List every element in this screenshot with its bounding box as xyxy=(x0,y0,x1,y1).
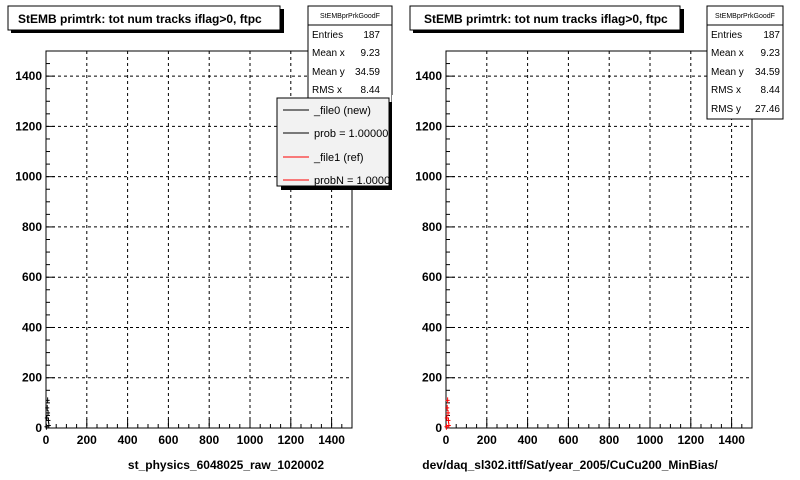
right-title-shadow xyxy=(680,9,684,33)
right-stats-value-0: 187 xyxy=(763,30,780,41)
left-y-tick-labels: 0 200 400 600 800 1000 1200 1400 xyxy=(15,69,42,435)
left-x-tick-labels: 0 200 400 600 800 1000 1200 1400 xyxy=(43,433,346,447)
right-x-tick-label: 1400 xyxy=(718,433,745,447)
right-stats-value-3: 8.44 xyxy=(761,85,781,96)
right-y-tick-labels: 0 200 400 600 800 1000 1200 1400 xyxy=(415,69,442,435)
right-y-tick-label: 600 xyxy=(422,270,442,284)
left-stats-value-1: 9.23 xyxy=(361,48,381,59)
left-chart-title: StEMB primtrk: tot num tracks iflag>0, f… xyxy=(18,12,262,26)
left-x-tick-label: 1200 xyxy=(277,433,304,447)
left-title-shadow-bottom xyxy=(11,30,283,33)
left-title-box xyxy=(7,5,281,31)
left-stats-value-3: 8.44 xyxy=(361,85,381,96)
right-x-tick-label: 200 xyxy=(477,433,497,447)
left-x-tick-label: 600 xyxy=(158,433,178,447)
right-series xyxy=(444,397,451,430)
right-y-tick-label: 800 xyxy=(422,220,442,234)
right-stats-name: StEMBprPrkGoodF xyxy=(715,13,775,20)
left-stats-value-2: 34.59 xyxy=(355,67,380,78)
right-stats-label-4: RMS y xyxy=(711,104,741,115)
left-y-tick-label: 1000 xyxy=(15,170,42,184)
left-y-tick-label: 800 xyxy=(22,220,42,234)
left-x-tick-label: 1400 xyxy=(318,433,345,447)
right-chart-title: StEMB primtrk: tot num tracks iflag>0, f… xyxy=(424,12,668,26)
right-stats-frame xyxy=(706,5,784,120)
right-stats-label-3: RMS x xyxy=(711,85,741,96)
left-stats-value-0: 187 xyxy=(363,30,380,41)
left-x-tick-label: 800 xyxy=(199,433,219,447)
left-legend-frame xyxy=(276,97,390,187)
right-y-tick-label: 400 xyxy=(422,320,442,334)
right-pad: StEMB primtrk: tot num tracks iflag>0, f… xyxy=(409,5,784,472)
right-y-tick-label: 0 xyxy=(435,421,442,435)
left-y-tick-label: 1200 xyxy=(15,119,42,133)
right-x-tick-label: 1000 xyxy=(637,433,664,447)
right-x-axis-title: dev/daq_sl302.ittf/Sat/year_2005/CuCu200… xyxy=(422,458,718,472)
right-x-tick-label: 400 xyxy=(518,433,538,447)
left-x-axis-title: st_physics_6048025_raw_1020002 xyxy=(128,458,324,472)
right-y-tick-label: 1000 xyxy=(415,170,442,184)
left-x-tick-label: 200 xyxy=(77,433,97,447)
right-stats-value-1: 9.23 xyxy=(761,48,781,59)
left-y-tick-label: 400 xyxy=(22,320,42,334)
left-title-shadow xyxy=(280,9,284,33)
left-stats-name: StEMBprPrkGoodF xyxy=(320,13,380,20)
left-stats-label-3: RMS x xyxy=(312,85,342,96)
right-x-tick-label: 0 xyxy=(443,433,450,447)
left-legend-label-0: _file0 (new) xyxy=(313,105,371,117)
left-stats-label-1: Mean x xyxy=(312,48,345,59)
right-stats-value-2: 34.59 xyxy=(755,67,780,78)
left-stats-frame xyxy=(307,5,393,105)
left-y-tick-label: 1400 xyxy=(15,69,42,83)
left-x-tick-label: 0 xyxy=(43,433,50,447)
left-stats-box: StEMBprPrkGoodF Entries 187 Mean x 9.23 … xyxy=(307,5,393,105)
right-title-shadow-bottom xyxy=(413,30,684,33)
left-legend: _file0 (new) prob = 1.000000 _file1 (ref… xyxy=(276,97,402,190)
right-stats-label-2: Mean y xyxy=(711,67,744,78)
right-y-tick-label: 200 xyxy=(422,371,442,385)
left-y-tick-label: 200 xyxy=(22,371,42,385)
left-ticks xyxy=(45,63,343,429)
right-x-tick-label: 800 xyxy=(599,433,619,447)
left-pad-edge-mask xyxy=(392,95,404,195)
right-stats-value-4: 27.46 xyxy=(755,104,780,115)
left-stats-label-0: Entries xyxy=(312,30,343,41)
right-grid xyxy=(446,51,752,428)
right-x-tick-label: 600 xyxy=(558,433,578,447)
right-plot-frame xyxy=(445,50,753,429)
right-ticks xyxy=(445,63,743,429)
left-legend-label-1: prob = 1.000000 xyxy=(314,128,394,140)
right-y-tick-label: 1400 xyxy=(415,69,442,83)
left-legend-label-3: probN = 1.000000 xyxy=(314,175,402,187)
right-stats-box: StEMBprPrkGoodF Entries 187 Mean x 9.23 … xyxy=(706,5,784,120)
right-title-box xyxy=(409,5,681,31)
left-pad: StEMB primtrk: tot num tracks iflag>0, f… xyxy=(7,5,404,472)
left-x-tick-label: 1000 xyxy=(237,433,264,447)
left-y-tick-label: 600 xyxy=(22,270,42,284)
right-stats-label-0: Entries xyxy=(711,30,742,41)
left-y-tick-label: 0 xyxy=(35,421,42,435)
left-legend-label-2: _file1 (ref) xyxy=(313,152,364,164)
right-y-tick-label: 1200 xyxy=(415,119,442,133)
left-x-tick-label: 400 xyxy=(118,433,138,447)
right-x-tick-label: 1200 xyxy=(677,433,704,447)
left-series xyxy=(44,397,51,430)
right-x-tick-labels: 0 200 400 600 800 1000 1200 1400 xyxy=(443,433,746,447)
right-stats-label-1: Mean x xyxy=(711,48,744,59)
left-stats-label-2: Mean y xyxy=(312,67,345,78)
